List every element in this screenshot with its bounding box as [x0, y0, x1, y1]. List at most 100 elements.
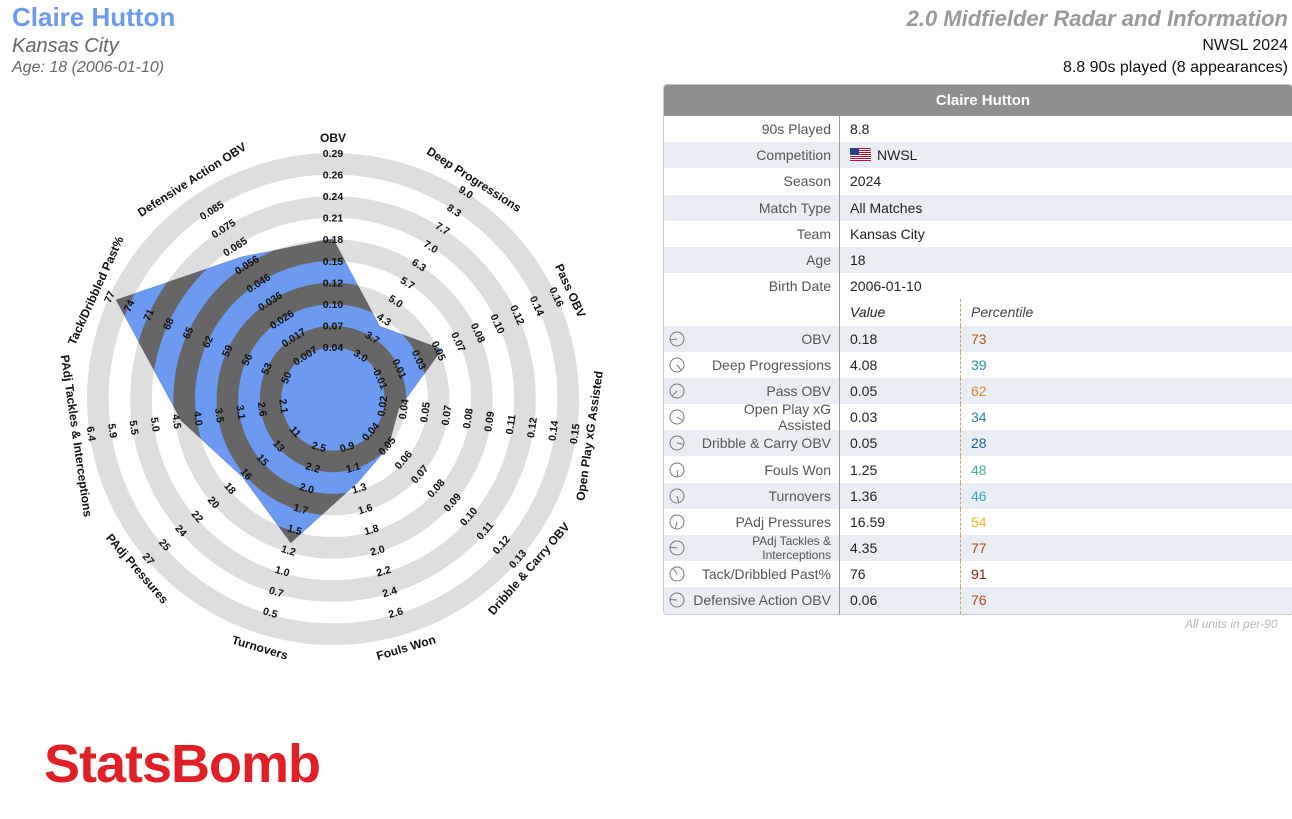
info-value-text: Kansas City [850, 225, 925, 242]
radar-tick-label: 0.9 [339, 440, 357, 456]
info-table: Claire Hutton 90s Played 8.8 Competition NW… [663, 84, 1292, 615]
radar-hub [315, 381, 351, 417]
metric-row: Deep Progressions 4.08 39 [664, 351, 1292, 378]
metric-header-row: Value Percentile [664, 299, 1292, 326]
competition-line: NWSL 2024 [1202, 37, 1288, 54]
radar-title: 2.0 Midfielder Radar and Information [906, 6, 1288, 31]
radar-tick-label: 3.5 [212, 407, 226, 423]
percentile-gauge-icon [669, 488, 685, 504]
radar-tick-label: 74 [122, 298, 138, 314]
info-value-text: 18 [850, 252, 866, 269]
radar-tick-label: 2.4 [381, 585, 399, 601]
info-value-text: All Matches [850, 199, 923, 216]
percentile-gauge-icon [669, 514, 685, 530]
metric-label-text: Defensive Action OBV [693, 592, 831, 609]
metric-percentile: 48 [960, 456, 987, 483]
radar-tick-label: 0.07 [440, 404, 455, 426]
radar-tick-label: 59 [220, 343, 236, 359]
info-row: Team Kansas City [664, 220, 1292, 247]
radar-tick-label: 0.09 [482, 410, 497, 432]
metric-percentile: 62 [960, 377, 987, 405]
metric-row: PAdj Tackles & Interceptions 4.35 77 [664, 534, 1292, 562]
info-value: 18 [839, 246, 1250, 274]
radar-tick-label: 0.04 [323, 342, 344, 354]
info-value-text: 2006-01-10 [850, 278, 922, 295]
metric-row: Open Play xG Assisted 0.03 34 [664, 401, 1292, 433]
radar-metric-label: OBV [320, 131, 346, 145]
radar-tick-label: 1.7 [292, 502, 310, 518]
us-flag-icon [850, 148, 871, 163]
radar-tick-label: 2.2 [304, 460, 322, 476]
info-value: All Matches [839, 194, 1250, 221]
metric-label: PAdj Pressures [664, 514, 839, 530]
metric-value: 1.36 [839, 482, 960, 509]
radar-tick-label: 0.7 [267, 585, 285, 601]
radar-tick-label: 1.5 [286, 522, 304, 538]
metric-label-text: OBV [801, 330, 831, 347]
metric-label-text: Pass OBV [766, 382, 831, 399]
info-label: Season [783, 173, 831, 190]
metric-label-text: Deep Progressions [711, 356, 831, 373]
info-row: Age 18 [664, 246, 1292, 274]
radar-tick-label: 77 [102, 289, 118, 305]
metric-value: 0.18 [839, 325, 960, 352]
info-row: Season 2024 [664, 168, 1292, 195]
radar-tick-label: 0.5 [261, 605, 279, 621]
metric-row: Fouls Won 1.25 48 [664, 456, 1292, 483]
radar-tick-label: 53 [259, 361, 275, 377]
metric-label-text: PAdj Tackles & Interceptions [752, 534, 831, 563]
metric-label: Turnovers [664, 488, 839, 504]
radar-tick-label: 4.5 [169, 413, 183, 429]
played-line: 8.8 90s played (8 appearances) [1062, 59, 1288, 76]
radar-tick-label: 50 [279, 370, 295, 386]
metric-label: Pass OBV [664, 383, 839, 399]
metric-value: 16.59 [839, 508, 960, 535]
radar-tick-label: 2.6 [255, 401, 269, 417]
radar-tick-label: 0.29 [323, 148, 344, 160]
radar-tick-label: 0.14 [546, 420, 561, 442]
metric-label: Tack/Dribbled Past% [664, 566, 839, 582]
percentile-gauge-icon [669, 357, 685, 373]
metric-label: Fouls Won [664, 462, 839, 478]
radar-tick-label: 1.2 [280, 543, 298, 559]
metric-value: 4.35 [839, 535, 960, 562]
radar-tick-label: 2.6 [387, 605, 405, 621]
metric-percentile: 34 [960, 404, 987, 431]
metric-label: OBV [664, 331, 839, 347]
radar-tick-label: 1.6 [357, 502, 375, 518]
info-value: 8.8 [839, 116, 1250, 143]
radar-tick-label: 6.4 [84, 426, 98, 442]
radar-tick-label: 68 [161, 316, 177, 332]
radar-tick-label: 0.24 [323, 191, 344, 203]
radar-tick-label: 0.02 [375, 395, 390, 417]
radar-tick-label: 0.15 [568, 423, 583, 445]
radar-chart: 0.04 0.07 0.10 0.12 0.15 0.18 0.21 0.24 0.26 0.29… [58, 131, 606, 663]
radar-tick-label: 65 [181, 325, 197, 341]
info-label: Age [806, 252, 831, 269]
metric-row: Defensive Action OBV 0.06 76 [664, 587, 1292, 614]
radar-tick-label: 1.8 [363, 522, 381, 538]
statsbomb-logo: StatsBomb [44, 734, 321, 794]
radar-tick-label: 0.08 [461, 407, 476, 429]
info-value-text: NWSL [877, 147, 918, 164]
radar-tick-label: 56 [240, 352, 256, 368]
metric-row: Dribble & Carry OBV 0.05 28 [664, 430, 1292, 457]
info-label: Competition [756, 147, 831, 164]
radar-tick-label: 3.1 [233, 404, 247, 420]
info-value: Kansas City [839, 220, 1250, 247]
percentile-gauge-icon [669, 592, 685, 608]
metric-percentile: 54 [960, 508, 987, 535]
metric-value: 0.05 [839, 377, 960, 405]
table-title: Claire Hutton [664, 85, 1292, 116]
percentile-gauge-icon [669, 409, 685, 425]
metric-value: 4.08 [839, 351, 960, 378]
metric-label: PAdj Tackles & Interceptions [664, 534, 839, 562]
info-row: Match Type All Matches [664, 194, 1292, 221]
radar-tick-label: 2.0 [298, 481, 316, 497]
radar-tick-label: 0.15 [323, 256, 344, 268]
metric-value: 76 [839, 561, 960, 588]
metric-value: 0.03 [839, 404, 960, 431]
radar-tick-label: 4.0 [191, 410, 205, 426]
metric-label: Defensive Action OBV [664, 592, 839, 608]
radar-tick-label: 71 [141, 307, 157, 323]
